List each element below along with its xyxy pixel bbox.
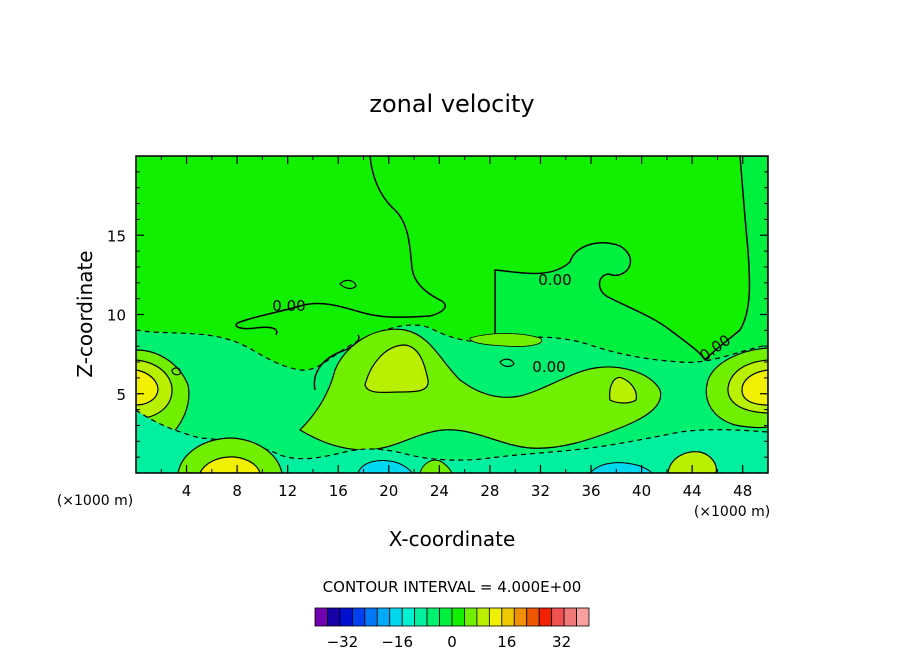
colorbar-tick-label: 0 [447, 633, 457, 651]
x-tick-label: 36 [581, 482, 600, 500]
region-bottom-lobe-mid [419, 459, 453, 473]
colorbar-swatch [364, 607, 378, 627]
x-axis-label: X-coordinate [389, 527, 516, 551]
colorbar-swatch [339, 607, 353, 627]
region-bottom-lobe-right [667, 451, 717, 473]
colorbar-swatch [526, 607, 540, 627]
x-unit-left: (×1000 m) [57, 493, 133, 509]
colorbar-swatch [439, 607, 453, 627]
colorbar-swatch [414, 607, 428, 627]
x-axis-ticks: 4 8 12 16 20 24 28 32 36 40 44 48 [160, 156, 752, 500]
colorbar-swatch [501, 607, 515, 627]
zero-contour-blob [171, 367, 181, 376]
y-tick-label: 15 [107, 227, 126, 245]
colorbar-swatch [538, 607, 553, 627]
zero-contour-main [235, 156, 446, 336]
x-tick-label: 20 [379, 482, 398, 500]
zero-contour-west [313, 334, 360, 391]
y-axis-label: Z-coordinate [73, 250, 97, 377]
colorbar-swatch [488, 607, 503, 627]
colorbar-swatch [376, 607, 391, 627]
colorbar-tick-label: −32 [327, 633, 359, 651]
contour-label: 0.00 [538, 271, 571, 289]
contour-label: 0.00 [272, 297, 305, 315]
colorbar-swatch [351, 607, 366, 627]
colorbar-tick-label: 32 [552, 633, 571, 651]
colorbar [314, 607, 590, 627]
contour-interval: CONTOUR INTERVAL = 4.000E+00 [323, 578, 582, 596]
colorbar-tick-label: −16 [381, 633, 413, 651]
chart-title: zonal velocity [369, 90, 534, 118]
x-tick-label: 40 [632, 482, 651, 500]
colorbar-swatch [513, 607, 528, 627]
colorbar-swatch [451, 607, 465, 627]
x-tick-label: 28 [480, 482, 499, 500]
y-axis-ticks: 5 10 15 [107, 171, 768, 458]
region-jet-left-core [136, 369, 159, 406]
x-tick-label: 4 [182, 482, 192, 500]
y-tick-label: 5 [116, 386, 126, 404]
colorbar-swatch [389, 607, 403, 627]
x-tick-label: 12 [278, 482, 297, 500]
x-tick-label: 44 [683, 482, 702, 500]
y-tick-label: 10 [107, 307, 126, 325]
colorbar-swatch [551, 607, 565, 627]
region-surface-negative [136, 409, 768, 473]
colorbar-tick-label: 16 [497, 633, 516, 651]
contour-field [136, 156, 768, 473]
colorbar-ticks: −32 −16 0 16 32 [327, 633, 572, 651]
region-bottom-lobe-left-core [199, 456, 261, 473]
colorbar-swatch [576, 607, 590, 627]
colorbar-swatch [426, 607, 440, 627]
colorbar-swatch [476, 607, 490, 627]
x-unit-right: (×1000 m) [694, 504, 770, 520]
region-bottom-lobe-left [177, 437, 283, 473]
contour-label: 0.00 [532, 358, 565, 376]
region-jet-right-core [741, 369, 768, 406]
colorbar-swatch [464, 607, 478, 627]
colorbar-swatch [563, 607, 577, 627]
x-tick-label: 8 [232, 482, 242, 500]
colorbar-swatch [314, 607, 328, 627]
x-tick-label: 16 [329, 482, 348, 500]
region-positive-small [469, 333, 543, 347]
x-tick-label: 48 [733, 482, 752, 500]
region-positive-core-left [364, 344, 429, 394]
colorbar-swatch [327, 607, 341, 627]
colorbar-swatch [401, 607, 416, 627]
x-tick-label: 32 [531, 482, 550, 500]
zero-contour-loop [339, 279, 357, 290]
region-positive-core-right [609, 376, 637, 404]
zero-contour-small-loop [499, 358, 515, 368]
x-tick-label: 24 [430, 482, 449, 500]
